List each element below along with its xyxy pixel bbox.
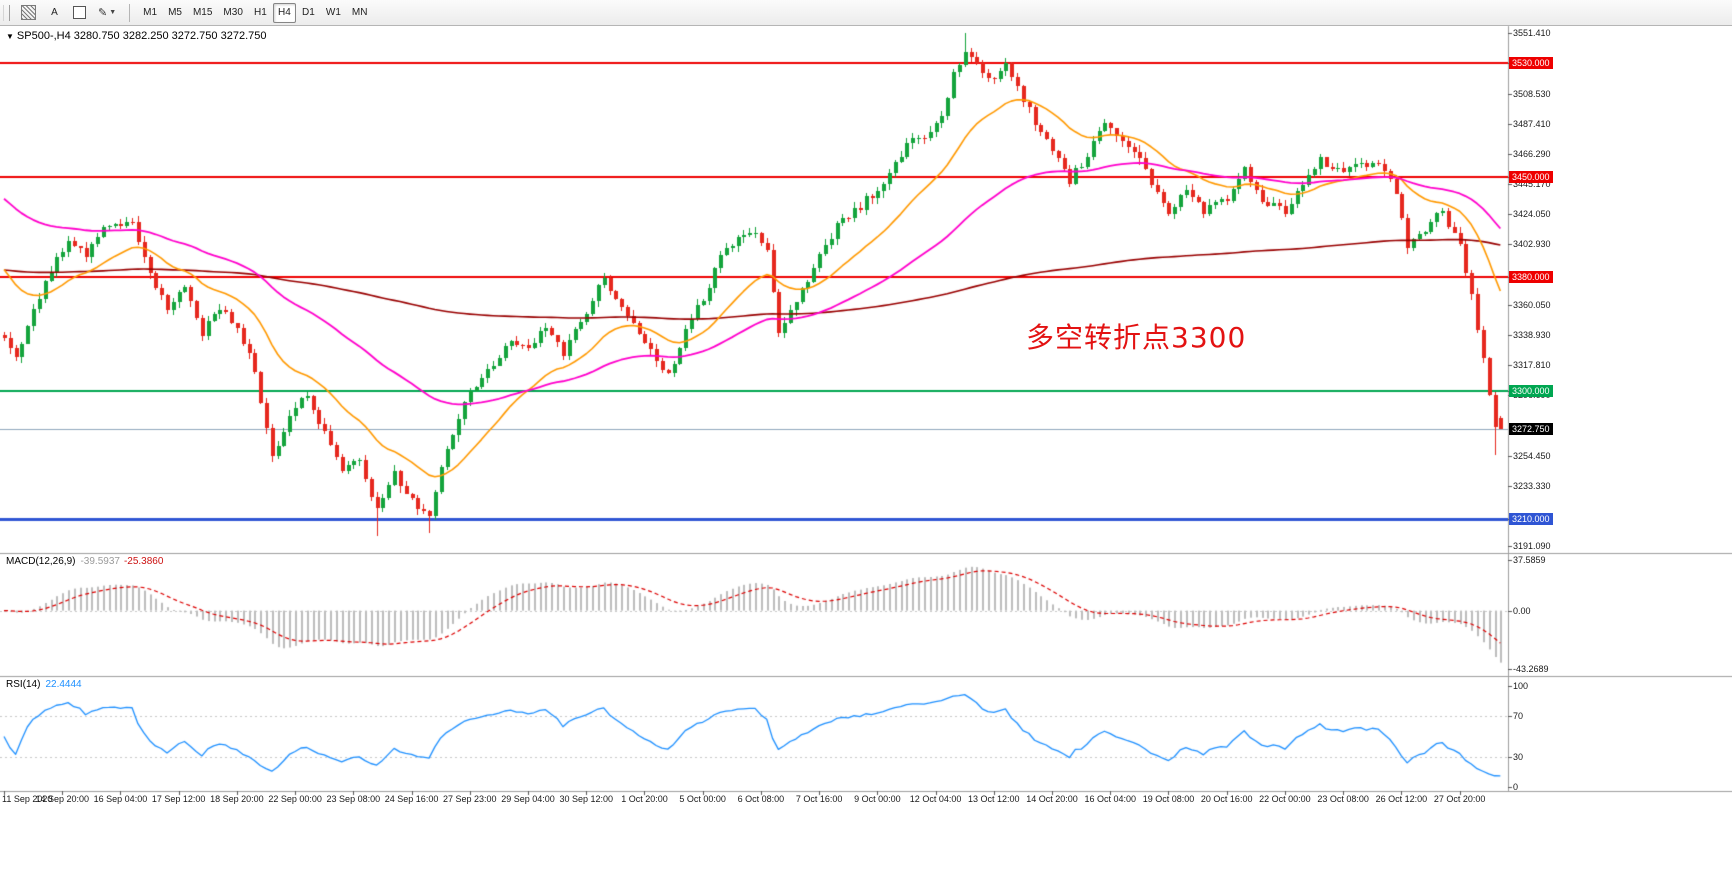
symbol-menu-icon[interactable]: ▼ <box>6 32 14 41</box>
time-axis-label: 27 Sep 23:00 <box>443 794 497 804</box>
time-axis-label: 9 Oct 00:00 <box>854 794 901 804</box>
time-axis-label: 14 Sep 20:00 <box>35 794 89 804</box>
time-axis-label: 23 Sep 08:00 <box>326 794 381 804</box>
timeframe-button-group: M1 M5 M15 M30 H1 H4 D1 W1 MN <box>138 2 373 23</box>
price-line-badge[interactable]: 3210.000 <box>1509 512 1553 525</box>
price-axis-tick: 3466.290 <box>1513 148 1551 159</box>
pencil-icon: ✎ <box>98 7 108 19</box>
time-axis-label: 18 Sep 20:00 <box>210 794 264 804</box>
price-axis-tick: 3508.530 <box>1513 88 1551 99</box>
macd-axis-tick: -43.2689 <box>1513 663 1549 674</box>
time-axis-label: 12 Oct 04:00 <box>909 794 962 804</box>
timeframe-button-d1[interactable]: D1 <box>297 3 320 23</box>
toolbar-separator <box>129 3 131 22</box>
time-axis-label: 29 Sep 04:00 <box>501 794 555 804</box>
chevron-down-icon: ▼ <box>109 9 117 16</box>
rsi-name: RSI(14) <box>6 679 41 690</box>
price-axis-tick: 3360.050 <box>1513 300 1551 311</box>
rsi-axis-tick: 0 <box>1513 782 1519 792</box>
price-line-badge[interactable]: 3450.000 <box>1509 170 1553 183</box>
price-axis-tick: 3402.930 <box>1513 239 1551 250</box>
time-axis-label: 19 Oct 08:00 <box>1142 794 1195 804</box>
macd-signal-value: -25.3860 <box>123 556 164 567</box>
rsi-label: RSI(14) 22.4444 <box>6 679 82 690</box>
macd-axis-tick: 37.5859 <box>1513 554 1546 565</box>
macd-name: MACD(12,26,9) <box>6 556 76 567</box>
rsi-axis-tick: 70 <box>1513 711 1524 722</box>
rsi-value: 22.4444 <box>45 679 82 690</box>
time-axis-label: 22 Oct 00:00 <box>1259 794 1311 804</box>
price-axis-tick: 3445.170 <box>1513 178 1551 189</box>
price-axis-tick: 3254.450 <box>1513 450 1551 461</box>
price-axis-tick: 3317.810 <box>1513 360 1551 371</box>
macd-label: MACD(12,26,9) -39.5937 -25.3860 <box>6 556 163 567</box>
price-axis-tick: 3424.050 <box>1513 208 1551 219</box>
time-axis-label: 22 Sep 00:00 <box>268 794 322 804</box>
macd-axis-tick: 0.00 <box>1513 605 1531 616</box>
rectangle-icon <box>73 6 86 19</box>
price-axis-tick: 3191.090 <box>1513 540 1551 551</box>
timeframe-button-m1[interactable]: M1 <box>138 3 162 23</box>
text-tool-button[interactable]: A <box>43 3 66 23</box>
price-axis-tick: 3338.930 <box>1513 330 1551 341</box>
time-axis-label: 14 Oct 20:00 <box>1026 794 1078 804</box>
time-axis-label: 1 Oct 20:00 <box>621 794 668 804</box>
time-axis-label: 17 Sep 12:00 <box>151 794 206 804</box>
price-line-badge[interactable]: 3380.000 <box>1509 270 1553 283</box>
time-axis-label: 27 Oct 20:00 <box>1433 794 1486 804</box>
time-axis-label: 11 Sep 2020 <box>2 794 53 804</box>
timeframe-button-w1[interactable]: W1 <box>321 3 346 23</box>
price-axis-tick: 3551.410 <box>1513 27 1551 38</box>
timeframe-button-m30[interactable]: M30 <box>218 3 247 23</box>
timeframe-button-h1[interactable]: H1 <box>249 3 272 23</box>
time-axis-label: 24 Sep 16:00 <box>384 794 439 804</box>
symbol-ohlc-text: SP500-,H4 3280.750 3282.250 3272.750 327… <box>16 30 267 42</box>
time-axis-label: 5 Oct 00:00 <box>679 794 726 804</box>
time-axis-label: 23 Oct 08:00 <box>1317 794 1369 804</box>
current-price-badge: 3272.750 <box>1509 423 1553 436</box>
time-axis-label: 26 Oct 12:00 <box>1375 794 1428 804</box>
chart-title: ▼ SP500-,H4 3280.750 3282.250 3272.750 32… <box>6 30 266 42</box>
draw-tool-button[interactable]: ✎ ▼ <box>93 3 121 23</box>
rectangle-tool-button[interactable] <box>68 3 91 23</box>
time-axis-label: 16 Oct 04:00 <box>1084 794 1137 804</box>
toolbar: A ✎ ▼ M1 M5 M15 M30 H1 H4 D1 W1 MN <box>0 0 1732 26</box>
hatch-icon <box>21 5 36 20</box>
timeframe-button-m15[interactable]: M15 <box>188 3 217 23</box>
time-axis-label: 30 Sep 12:00 <box>559 794 614 804</box>
timeframe-button-mn[interactable]: MN <box>347 3 373 23</box>
annotation-text: 多空转折点3300 <box>1026 321 1247 354</box>
time-axis-label: 6 Oct 08:00 <box>737 794 785 804</box>
price-axis-tick: 3487.410 <box>1513 118 1551 129</box>
timeframe-button-m5[interactable]: M5 <box>163 3 187 23</box>
toolbar-grip[interactable] <box>3 4 10 21</box>
macd-main-value: -39.5937 <box>80 556 120 567</box>
price-axis-tick: 3233.330 <box>1513 480 1551 491</box>
time-axis-label: 13 Oct 12:00 <box>968 794 1020 804</box>
rsi-axis-tick: 100 <box>1513 681 1529 691</box>
price-line-badge[interactable]: 3300.000 <box>1509 384 1553 397</box>
price-line-badge[interactable]: 3530.000 <box>1509 57 1553 70</box>
time-axis-label: 7 Oct 16:00 <box>795 794 843 804</box>
timeframe-button-h4[interactable]: H4 <box>272 2 296 23</box>
rsi-axis-tick: 30 <box>1513 751 1524 762</box>
time-axis-label: 16 Sep 04:00 <box>93 794 148 804</box>
time-axis-label: 20 Oct 16:00 <box>1200 794 1253 804</box>
hatch-tool-button[interactable] <box>16 3 41 23</box>
